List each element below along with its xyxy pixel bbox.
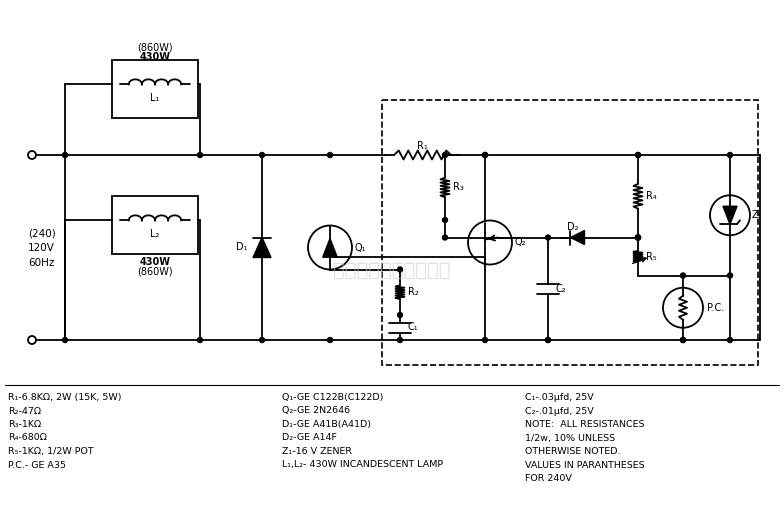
Text: NOTE:  ALL RESISTANCES: NOTE: ALL RESISTANCES xyxy=(525,420,644,429)
Circle shape xyxy=(260,337,264,343)
Text: R₂: R₂ xyxy=(408,287,419,297)
Text: D₂-GE A14F: D₂-GE A14F xyxy=(282,433,337,443)
Text: Z₁: Z₁ xyxy=(752,210,763,220)
Text: R₄-680Ω: R₄-680Ω xyxy=(8,433,47,443)
Text: (240)
120V
60Hz: (240) 120V 60Hz xyxy=(28,228,56,268)
Circle shape xyxy=(397,313,402,317)
Circle shape xyxy=(198,153,202,157)
Text: Q₂: Q₂ xyxy=(515,237,527,248)
Text: R₁-6.8KΩ, 2W (15K, 5W): R₁-6.8KΩ, 2W (15K, 5W) xyxy=(8,393,122,402)
Text: (860W): (860W) xyxy=(137,266,172,276)
Circle shape xyxy=(482,153,488,157)
Circle shape xyxy=(482,337,488,343)
Text: C₂-.01μfd, 25V: C₂-.01μfd, 25V xyxy=(525,407,593,415)
Circle shape xyxy=(397,337,402,343)
Text: C₁: C₁ xyxy=(408,322,419,332)
Circle shape xyxy=(260,153,264,157)
Circle shape xyxy=(546,337,550,343)
Circle shape xyxy=(636,153,641,157)
Circle shape xyxy=(63,153,67,157)
Circle shape xyxy=(442,218,448,222)
Circle shape xyxy=(328,153,332,157)
Circle shape xyxy=(636,235,641,240)
Bar xyxy=(382,100,758,365)
Text: 430W: 430W xyxy=(140,257,170,267)
Text: D₂: D₂ xyxy=(567,222,579,233)
Text: R₅-1KΩ, 1/2W POT: R₅-1KΩ, 1/2W POT xyxy=(8,447,93,456)
Text: Q₁-GE C122B(C122D): Q₁-GE C122B(C122D) xyxy=(282,393,383,402)
Text: (860W): (860W) xyxy=(137,43,172,53)
Circle shape xyxy=(397,267,402,272)
Circle shape xyxy=(636,153,641,157)
Text: R₄: R₄ xyxy=(646,191,657,201)
Bar xyxy=(112,60,198,118)
Circle shape xyxy=(442,235,448,240)
Circle shape xyxy=(636,235,641,240)
Circle shape xyxy=(328,337,332,343)
Text: R₁: R₁ xyxy=(417,141,428,151)
Text: P.C.- GE A35: P.C.- GE A35 xyxy=(8,460,66,470)
Circle shape xyxy=(681,337,685,343)
Text: 1/2w, 10% UNLESS: 1/2w, 10% UNLESS xyxy=(525,433,615,443)
Text: 430W: 430W xyxy=(140,52,170,62)
Text: Z₁-16 V ZENER: Z₁-16 V ZENER xyxy=(282,447,352,456)
Polygon shape xyxy=(323,238,337,256)
Text: L₂: L₂ xyxy=(151,229,160,239)
Text: R₅: R₅ xyxy=(646,251,657,262)
Text: Q₁: Q₁ xyxy=(355,243,366,252)
Text: VALUES IN PARANTHESES: VALUES IN PARANTHESES xyxy=(525,460,644,470)
Polygon shape xyxy=(723,206,737,224)
Text: FOR 240V: FOR 240V xyxy=(525,474,572,483)
Text: 杭州将睿科技有限公司: 杭州将睿科技有限公司 xyxy=(333,261,451,280)
Circle shape xyxy=(546,235,550,240)
Circle shape xyxy=(728,273,732,278)
Text: OTHERWISE NOTED.: OTHERWISE NOTED. xyxy=(525,447,620,456)
Circle shape xyxy=(681,273,685,278)
Text: Q₂-GE 2N2646: Q₂-GE 2N2646 xyxy=(282,407,350,415)
Circle shape xyxy=(728,337,732,343)
Text: D₁: D₁ xyxy=(237,243,248,252)
Polygon shape xyxy=(571,231,585,245)
Text: C₂: C₂ xyxy=(556,284,567,294)
Text: R₂-47Ω: R₂-47Ω xyxy=(8,407,41,415)
Text: R₃-1KΩ: R₃-1KΩ xyxy=(8,420,42,429)
Text: D₁-GE A41B(A41D): D₁-GE A41B(A41D) xyxy=(282,420,371,429)
Circle shape xyxy=(442,153,448,157)
Text: L₁: L₁ xyxy=(151,93,160,103)
Circle shape xyxy=(546,337,550,343)
Circle shape xyxy=(681,337,685,343)
Circle shape xyxy=(636,235,641,240)
Circle shape xyxy=(63,337,67,343)
Text: C₁-.03μfd, 25V: C₁-.03μfd, 25V xyxy=(525,393,593,402)
Circle shape xyxy=(198,337,202,343)
Text: R₃: R₃ xyxy=(453,183,464,192)
Text: L₁,L₂- 430W INCANDESCENT LAMP: L₁,L₂- 430W INCANDESCENT LAMP xyxy=(282,460,443,470)
Bar xyxy=(112,196,198,254)
Circle shape xyxy=(482,153,488,157)
Text: P.C.: P.C. xyxy=(707,303,724,313)
Circle shape xyxy=(728,153,732,157)
Polygon shape xyxy=(253,237,271,257)
